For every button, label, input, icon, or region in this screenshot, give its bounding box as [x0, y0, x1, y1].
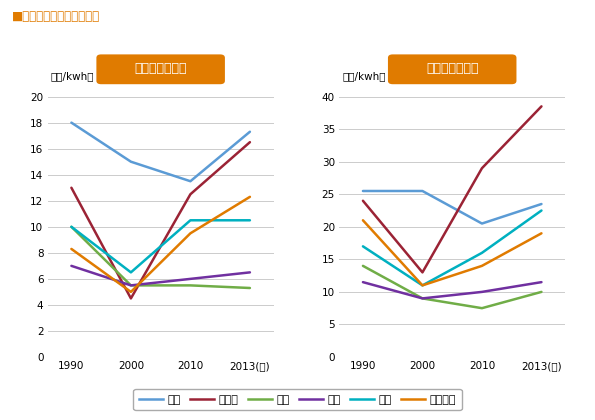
Text: （円/kwh）: （円/kwh）: [51, 71, 94, 81]
Text: ■電気料金推移の国際比較: ■電気料金推移の国際比較: [12, 10, 100, 24]
Legend: 日本, ドイツ, 韓国, 米国, 英国, フランス: 日本, ドイツ, 韓国, 米国, 英国, フランス: [133, 389, 462, 410]
Text: （円/kwh）: （円/kwh）: [342, 71, 386, 81]
Text: 産業用電気料金: 産業用電気料金: [134, 62, 187, 75]
Text: 家庭用電気料金: 家庭用電気料金: [426, 62, 478, 75]
